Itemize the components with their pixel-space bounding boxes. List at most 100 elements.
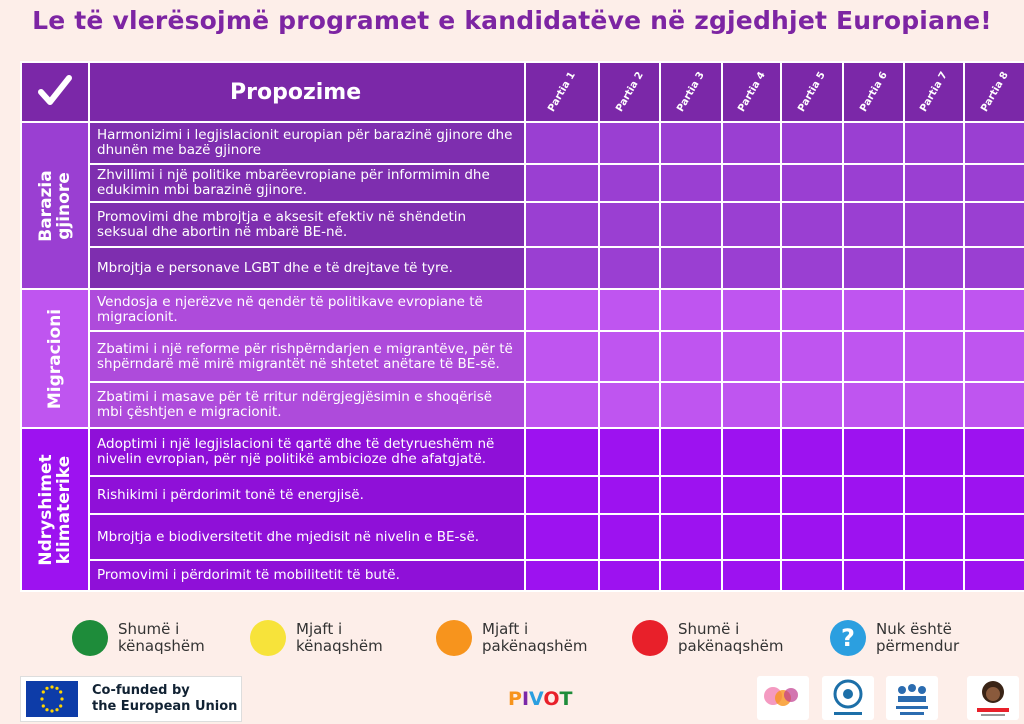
rating-cell[interactable] [963,513,1024,561]
rating-cell[interactable] [963,475,1024,515]
rating-cell[interactable] [524,288,600,332]
eu-text-line2: the European Union [92,699,238,714]
rating-cell[interactable] [721,288,782,332]
rating-cell[interactable] [780,513,844,561]
rating-cell[interactable] [659,427,723,477]
rating-cell[interactable] [721,381,782,429]
rating-cell[interactable] [524,427,600,477]
rating-cell[interactable] [842,288,905,332]
rating-cell[interactable] [524,475,600,515]
rating-cell[interactable] [842,513,905,561]
rating-cell[interactable] [659,201,723,248]
rating-cell[interactable] [598,121,661,165]
rating-cell[interactable] [659,381,723,429]
red-dot-icon [632,620,668,656]
rating-cell[interactable] [524,163,600,203]
rating-cell[interactable] [842,381,905,429]
rating-cell[interactable] [598,475,661,515]
rating-cell[interactable] [842,246,905,290]
rating-cell[interactable] [903,330,965,383]
rating-cell[interactable] [721,427,782,477]
rating-cell[interactable] [598,246,661,290]
rating-cell[interactable] [721,475,782,515]
rating-cell[interactable] [780,559,844,592]
table-row: Rishikimi i përdorimit tonë të energjisë… [21,475,1024,515]
rating-cell[interactable] [903,163,965,203]
rating-cell[interactable] [721,201,782,248]
rating-cell[interactable] [903,246,965,290]
rating-cell[interactable] [598,288,661,332]
rating-cell[interactable] [842,427,905,477]
rating-cell[interactable] [903,475,965,515]
rating-cell[interactable] [963,121,1024,165]
rating-cell[interactable] [721,559,782,592]
rating-cell[interactable] [903,427,965,477]
rating-cell[interactable] [524,513,600,561]
rating-cell[interactable] [780,163,844,203]
rating-cell[interactable] [963,381,1024,429]
rating-cell[interactable] [598,330,661,383]
rating-cell[interactable] [842,559,905,592]
table-row: Barazia gjinore Harmonizimi i legjislacio… [20,121,1024,290]
rating-cell[interactable] [598,559,661,592]
rating-cell[interactable] [963,246,1024,290]
rating-cell[interactable] [524,330,600,383]
rating-cell[interactable] [659,330,723,383]
proposal-text: Mbrojtja e biodiversitetit dhe mjedisit … [88,513,526,561]
rating-cell[interactable] [780,288,844,332]
rating-cell[interactable] [903,288,965,332]
rating-cell[interactable] [903,513,965,561]
rating-cell[interactable] [598,427,661,477]
legend-item-very-unsatisfied: Shumë i pakënaqshëm [632,620,783,656]
rating-cell[interactable] [721,121,782,165]
proposal-text: Zbatimi i masave për të rritur ndërgjegj… [88,381,526,429]
rating-cell[interactable] [659,475,723,515]
rating-cell[interactable] [598,513,661,561]
rating-cell[interactable] [721,513,782,561]
rating-cell[interactable] [524,246,600,290]
rating-cell[interactable] [842,163,905,203]
rating-cell[interactable] [659,246,723,290]
rating-cell[interactable] [524,201,600,248]
rating-cell[interactable] [721,163,782,203]
legend-item-fairly-unsatisfied: Mjaft i pakënaqshëm [436,620,587,656]
rating-cell[interactable] [903,201,965,248]
rating-cell[interactable] [963,427,1024,477]
rating-cell[interactable] [721,330,782,383]
rating-cell[interactable] [780,246,844,290]
rating-cell[interactable] [903,559,965,592]
rating-cell[interactable] [598,201,661,248]
rating-cell[interactable] [963,201,1024,248]
rating-cell[interactable] [659,559,723,592]
rating-cell[interactable] [524,559,600,592]
rating-cell[interactable] [780,475,844,515]
rating-cell[interactable] [903,121,965,165]
rating-cell[interactable] [842,121,905,165]
rating-cell[interactable] [524,121,600,165]
rating-cell[interactable] [780,330,844,383]
party-header-7: Partia 7 [903,61,965,123]
rating-cell[interactable] [780,201,844,248]
rating-cell[interactable] [598,163,661,203]
rating-cell[interactable] [659,288,723,332]
rating-cell[interactable] [659,513,723,561]
proposals-header: Propozime [88,61,526,123]
rating-cell[interactable] [780,381,844,429]
rating-cell[interactable] [963,559,1024,592]
rating-cell[interactable] [780,427,844,477]
rating-cell[interactable] [842,201,905,248]
rating-cell[interactable] [721,246,782,290]
rating-cell[interactable] [659,121,723,165]
rating-cell[interactable] [842,475,905,515]
rating-cell[interactable] [963,288,1024,332]
evaluation-table: Propozime Partia 1 Partia 2 Partia 3 Par… [20,61,1024,592]
people-focus-logo [886,676,938,720]
rating-cell[interactable] [659,163,723,203]
rating-cell[interactable] [963,330,1024,383]
rating-cell[interactable] [598,381,661,429]
rating-cell[interactable] [842,330,905,383]
rating-cell[interactable] [780,121,844,165]
rating-cell[interactable] [963,163,1024,203]
rating-cell[interactable] [524,381,600,429]
rating-cell[interactable] [903,381,965,429]
